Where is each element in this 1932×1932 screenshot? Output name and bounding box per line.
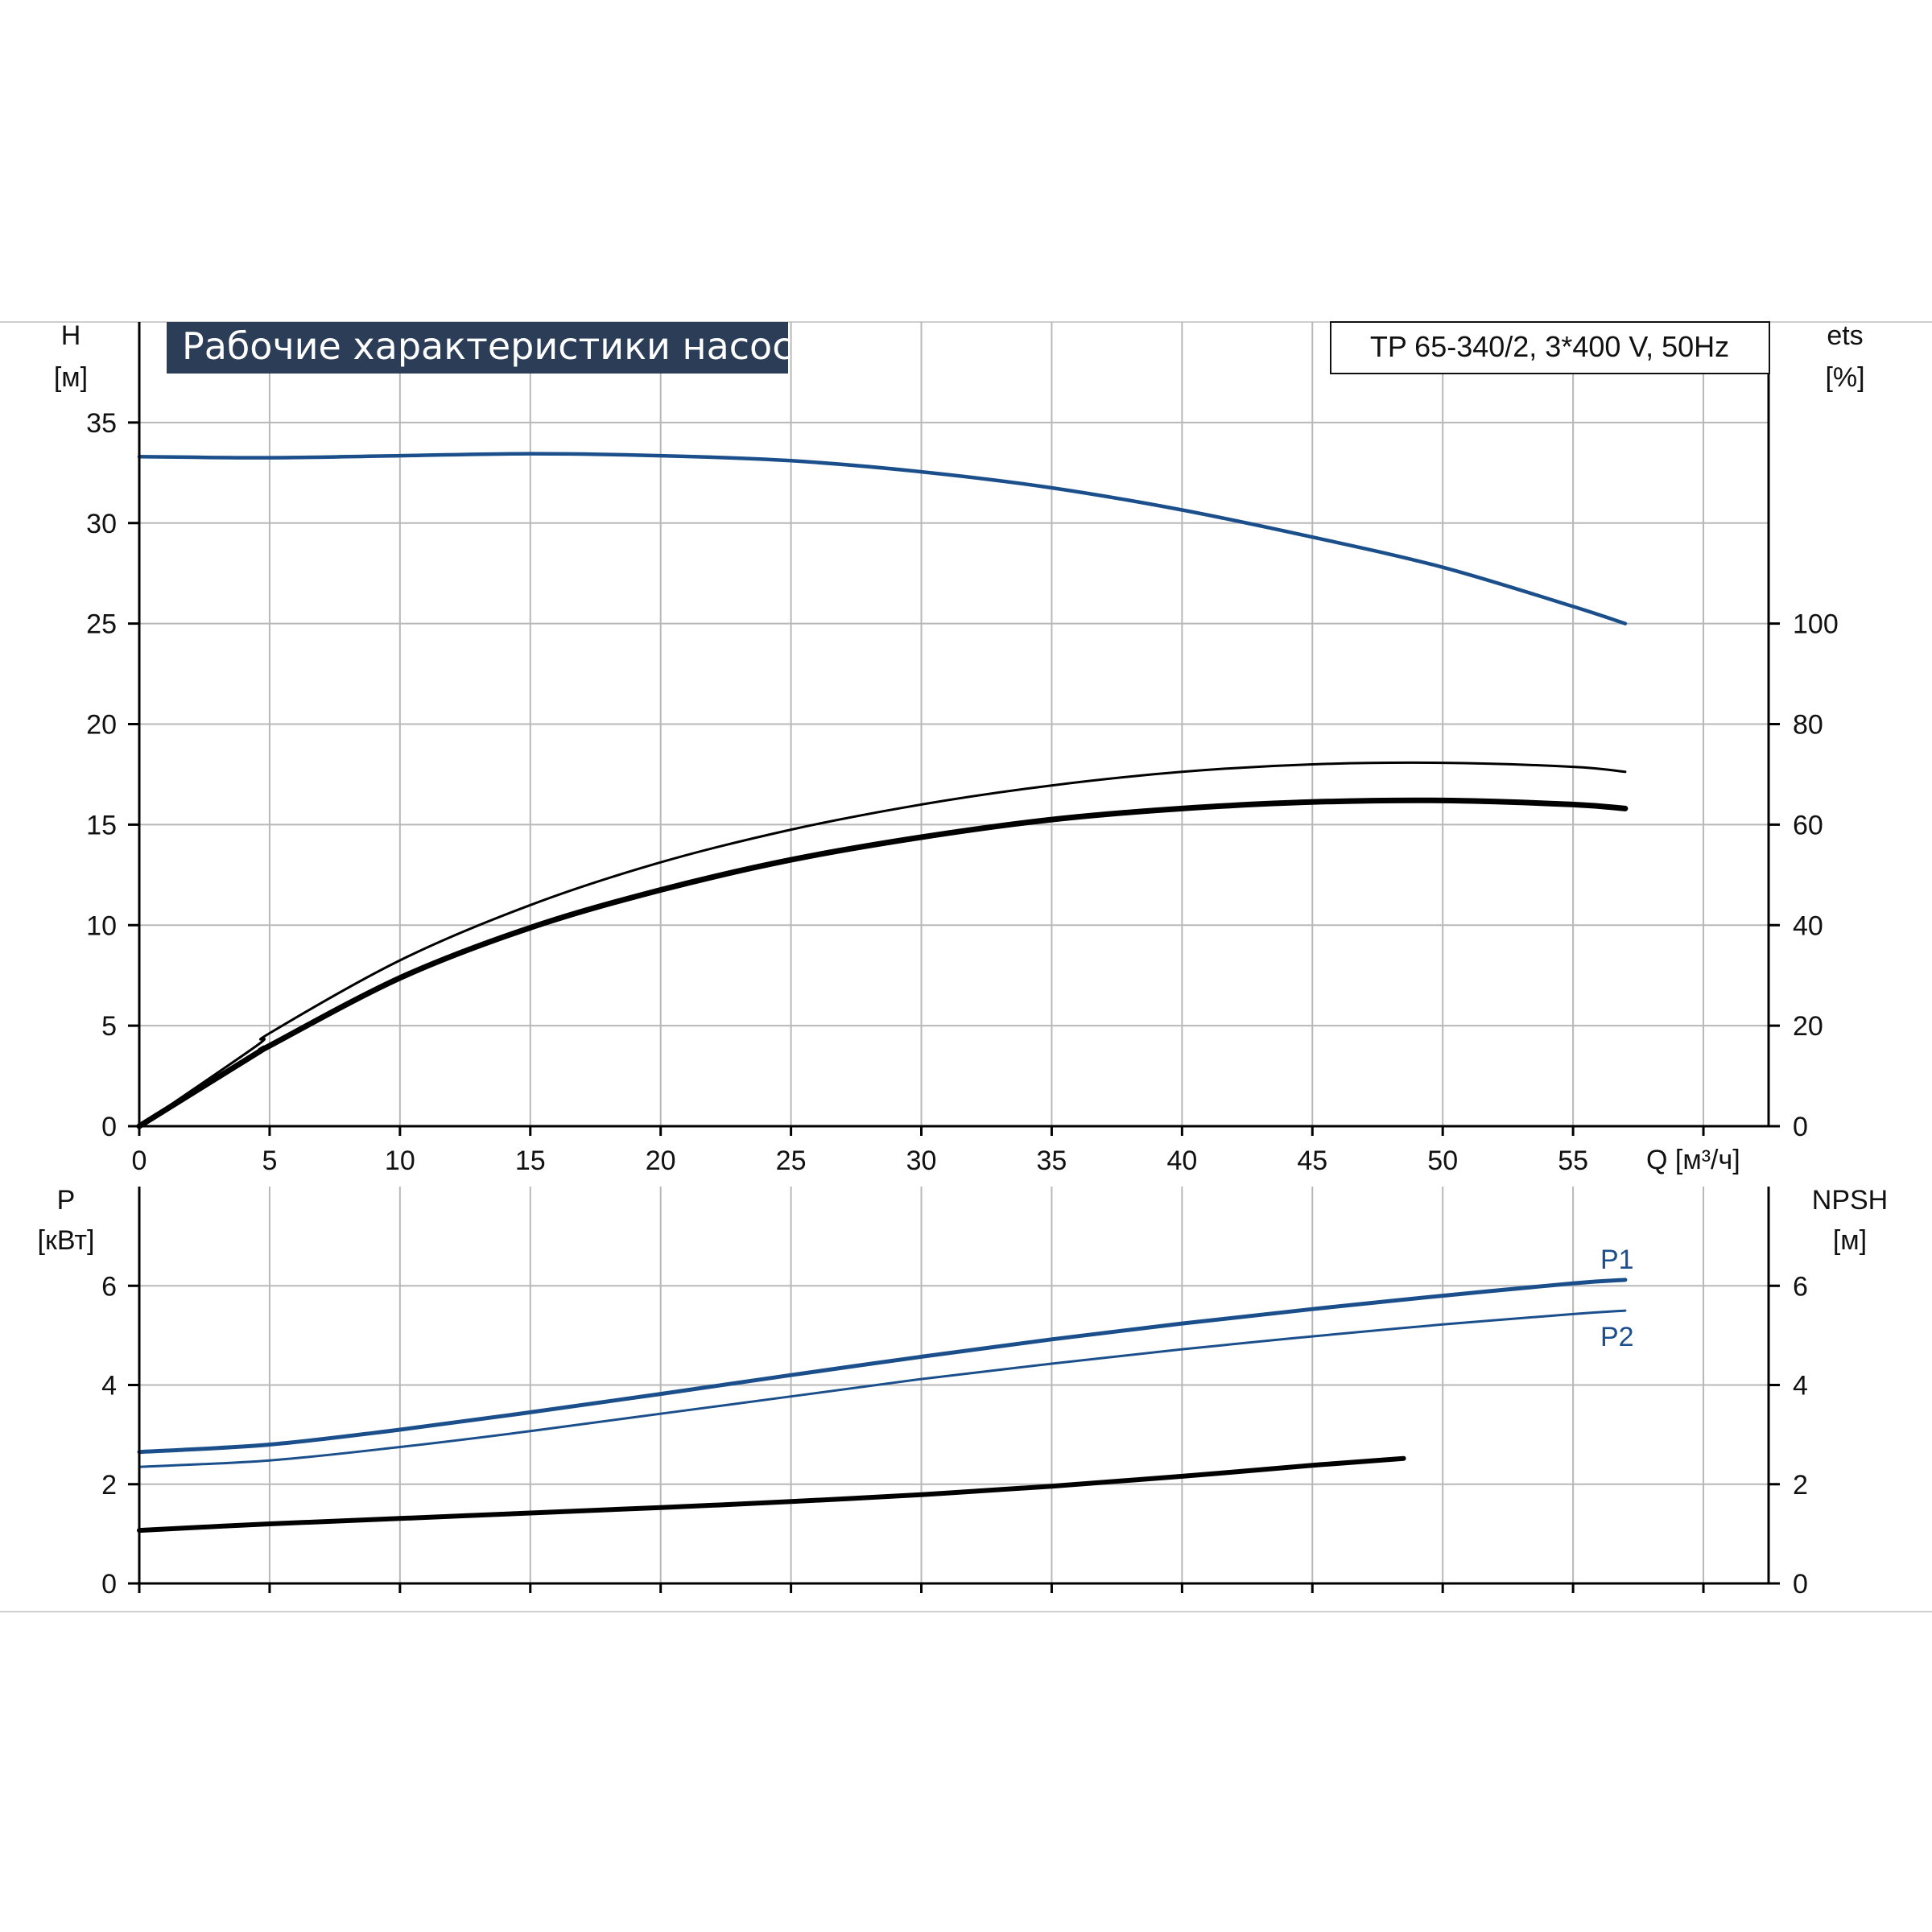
- top-axes: [128, 322, 1780, 1136]
- p1-series-label: P1: [1600, 1245, 1634, 1275]
- title-box: Рабочие характеристики насоса: [167, 322, 815, 374]
- bottom-grid: [139, 1187, 1769, 1583]
- head-axis-unit: [м]: [54, 362, 88, 393]
- x-tick-label: 0: [132, 1146, 147, 1176]
- left-tick-label: 25: [86, 609, 117, 640]
- chart-title: Рабочие характеристики насоса: [182, 324, 815, 368]
- p2-curve: [138, 1309, 1627, 1468]
- x-tick-label: 30: [906, 1146, 937, 1176]
- model-box: TP 65-340/2, 3*400 V, 50Hz: [1330, 321, 1770, 374]
- right-tick-label: 40: [1793, 910, 1823, 941]
- right-tick-label: 20: [1793, 1011, 1823, 1042]
- right-tick-label: 100: [1793, 609, 1839, 640]
- right-tick-label: 2: [1793, 1470, 1808, 1501]
- p1-curve: [137, 1278, 1628, 1455]
- power-axis-symbol: P: [57, 1185, 76, 1216]
- x-tick-label: 55: [1558, 1146, 1588, 1176]
- bottom-right-tick-labels: 0 2 4 6: [1793, 1271, 1808, 1600]
- right-tick-label: 60: [1793, 810, 1823, 840]
- flow-axis-label: Q [м³/ч]: [1646, 1145, 1740, 1175]
- left-tick-label: 4: [101, 1371, 117, 1402]
- p2-series-label: P2: [1600, 1322, 1634, 1352]
- right-tick-label: 80: [1793, 710, 1823, 741]
- left-tick-label: 15: [86, 810, 117, 840]
- x-tick-label: 15: [515, 1146, 546, 1176]
- power-npsh-plot: 0 2 4 6 0 2 4 6 P [кВт] NPSH [м] P1 P2: [38, 1185, 1889, 1600]
- x-tick-label: 10: [385, 1146, 415, 1176]
- series-0-curve: [137, 452, 1628, 625]
- right-tick-label: 4: [1793, 1371, 1808, 1402]
- series-1-curve: [138, 761, 1627, 1128]
- x-tick-label: 20: [646, 1146, 676, 1176]
- left-tick-label: 5: [101, 1011, 117, 1042]
- x-tick-label: 5: [262, 1146, 277, 1176]
- x-tick-label: 35: [1037, 1146, 1067, 1176]
- bottom-left-tick-labels: 0 2 4 6: [101, 1271, 117, 1600]
- npsh-axis-unit: [м]: [1833, 1225, 1867, 1256]
- left-tick-label: 10: [86, 910, 117, 941]
- right-tick-label: 0: [1793, 1569, 1808, 1600]
- model-label: TP 65-340/2, 3*400 V, 50Hz: [1370, 330, 1729, 363]
- series-2-curve: [136, 797, 1629, 1129]
- x-tick-label: 45: [1297, 1146, 1327, 1176]
- right-tick-label: 0: [1793, 1112, 1808, 1142]
- efficiency-axis-symbol: ets: [1827, 320, 1863, 351]
- left-tick-label: 20: [86, 710, 117, 741]
- x-tick-label: 50: [1427, 1146, 1458, 1176]
- top-series: [136, 452, 1629, 1129]
- left-tick-label: 0: [101, 1112, 117, 1142]
- top-x-tick-labels: 0 5 10 15 20 25 30 35 40 45 50 55: [132, 1146, 1588, 1176]
- left-tick-label: 35: [86, 408, 117, 439]
- npsh-axis-symbol: NPSH: [1812, 1185, 1888, 1216]
- head-efficiency-plot: 0 5 10 15 20 25 30 35 40 45 50 55 0 5 10 15 20 25 30 35 0 2…: [54, 320, 1865, 1176]
- x-tick-label: 25: [776, 1146, 807, 1176]
- left-tick-label: 2: [101, 1470, 117, 1501]
- bottom-series: [137, 1278, 1628, 1534]
- model-frame: [1330, 321, 1770, 374]
- top-right-tick-labels: 0 20 40 60 80 100: [1793, 609, 1839, 1142]
- power-axis-unit: [кВт]: [38, 1225, 95, 1256]
- right-tick-label: 6: [1793, 1271, 1808, 1302]
- series-2-curve: [137, 1455, 1406, 1534]
- left-tick-label: 0: [101, 1569, 117, 1600]
- left-tick-label: 6: [101, 1271, 117, 1302]
- head-axis-symbol: H: [61, 320, 81, 351]
- efficiency-axis-unit: [%]: [1825, 362, 1864, 393]
- bottom-axes: [128, 1187, 1780, 1593]
- left-tick-label: 30: [86, 509, 117, 539]
- x-tick-label: 40: [1166, 1146, 1197, 1176]
- top-grid: [139, 322, 1769, 1126]
- top-left-tick-labels: 0 5 10 15 20 25 30 35: [86, 408, 117, 1142]
- title-background: [167, 322, 788, 374]
